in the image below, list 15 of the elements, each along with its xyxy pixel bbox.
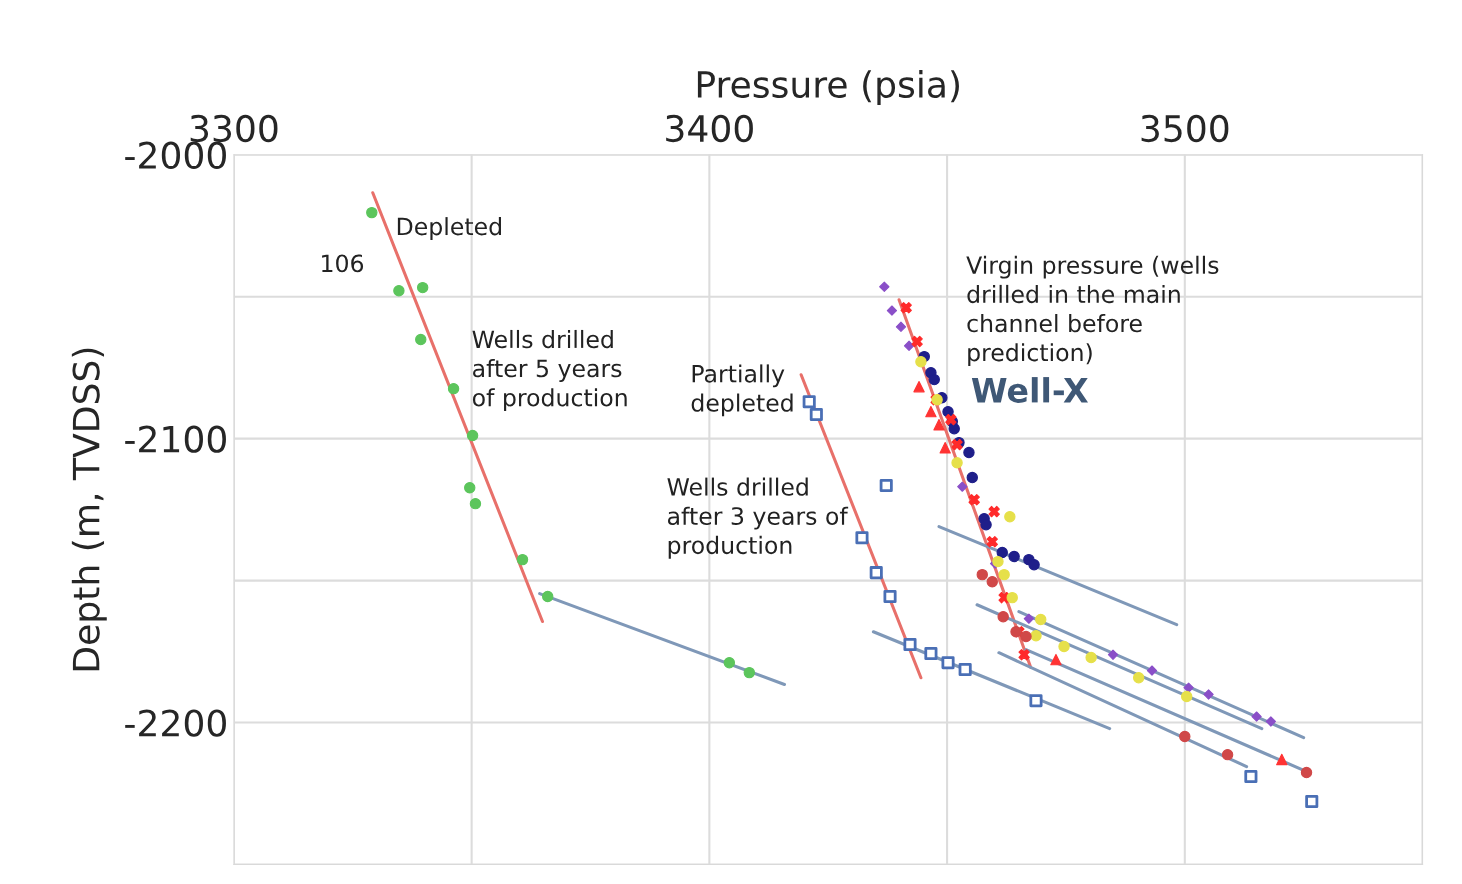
x-tick-label: 3500: [1141, 114, 1229, 143]
annotation: Wells drilled after 3 years of production: [667, 477, 849, 559]
annotation: Virgin pressure (wells drilled in the main channel before prediction): [966, 255, 1219, 366]
x-axis-title: Pressure (psia): [697, 70, 959, 106]
annotation: Wells drilled after 5 years of production: [472, 329, 627, 412]
y-tick-label: -2000: [125, 141, 226, 169]
y-tick-label: -2200: [125, 709, 226, 737]
x-tick-label: 3300: [190, 114, 278, 143]
annotation: Well-X: [971, 377, 1089, 403]
y-tick-label: -2100: [125, 425, 226, 453]
y-axis-title: Depth (m, TVDSS): [71, 348, 107, 671]
annotation: 106: [322, 254, 364, 273]
annotation: Depleted: [397, 217, 501, 240]
x-tick-label: 3400: [666, 114, 753, 143]
annotation: Partially depleted: [691, 364, 793, 417]
